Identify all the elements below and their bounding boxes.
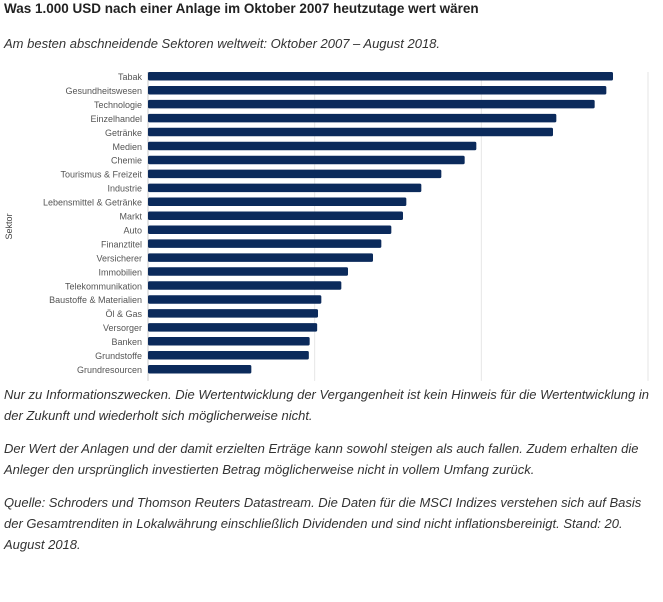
bar-3 (148, 113, 557, 123)
bar-19 (148, 337, 310, 346)
category-label: Medien (112, 142, 142, 152)
category-label: Gesundheitswesen (65, 86, 142, 96)
note-disclaimer: Nur zu Informationszwecken. Die Wertentw… (4, 387, 649, 423)
category-label: Technologie (94, 100, 142, 110)
bar-11 (148, 225, 392, 234)
category-label: Tourismus & Freizeit (60, 170, 142, 180)
bar-21 (148, 364, 252, 374)
bar-9 (148, 197, 407, 207)
category-label: Getränke (105, 128, 142, 138)
bar-0 (148, 72, 613, 81)
category-label: Telekommunikation (65, 281, 142, 291)
bar-8 (148, 183, 422, 193)
bar-7 (148, 169, 442, 179)
category-label: Tabak (118, 72, 143, 82)
bar-1 (148, 85, 607, 95)
y-axis-label: Sektor (4, 213, 14, 239)
notes: Nur zu Informationszwecken. Die Wertentw… (4, 384, 654, 567)
category-label: Versicherer (96, 253, 142, 263)
bar-5 (148, 141, 477, 151)
category-label: Öl & Gas (105, 309, 142, 319)
bar-10 (148, 211, 403, 220)
category-label: Grundresourcen (77, 365, 142, 375)
category-label: Immobilien (98, 267, 142, 277)
category-label: Banken (111, 337, 142, 347)
bar-12 (148, 239, 382, 248)
bar-chart: $0$1000$2000$3000TabakGesundheitswesenTe… (4, 72, 649, 381)
note-source: Quelle: Schroders und Thomson Reuters Da… (4, 495, 642, 552)
category-label: Versorger (103, 323, 142, 333)
category-label: Markt (120, 212, 143, 222)
chart-title: Was 1.000 USD nach einer Anlage im Oktob… (4, 1, 479, 16)
note-risk: Der Wert der Anlagen und der damit erzie… (4, 441, 639, 477)
bar-20 (148, 351, 309, 360)
bar-14 (148, 267, 348, 276)
bar-2 (148, 99, 595, 109)
bar-6 (148, 155, 465, 165)
bar-15 (148, 281, 342, 290)
bar-18 (148, 323, 318, 332)
category-label: Baustoffe & Materialien (49, 295, 142, 305)
category-label: Chemie (111, 156, 142, 166)
category-label: Lebensmittel & Getränke (43, 198, 142, 208)
category-label: Auto (123, 225, 142, 235)
category-label: Einzelhandel (90, 114, 142, 124)
category-label: Finanztitel (101, 239, 142, 249)
bar-13 (148, 253, 373, 262)
bar-17 (148, 309, 318, 318)
bar-4 (148, 127, 553, 137)
category-label: Grundstoffe (95, 351, 142, 361)
bar-16 (148, 295, 322, 304)
chart-subtitle: Am besten abschneidende Sektoren weltwei… (4, 36, 441, 51)
category-label: Industrie (107, 184, 142, 194)
